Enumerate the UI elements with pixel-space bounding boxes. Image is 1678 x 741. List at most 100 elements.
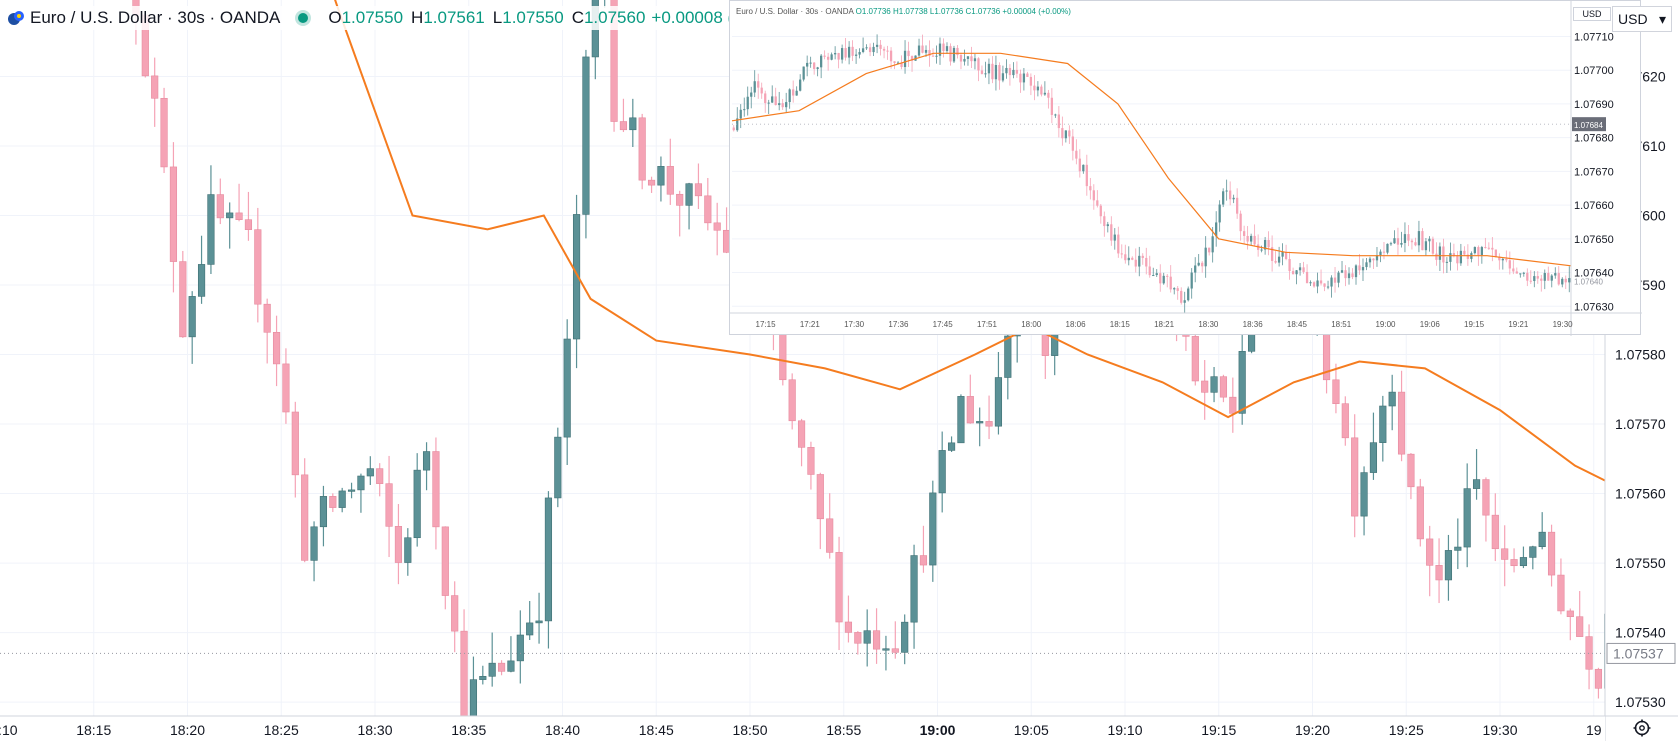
time-tick-label: 19:00 [920, 722, 956, 738]
inset-candle-body [1309, 282, 1312, 284]
inset-candle-body [1270, 247, 1274, 261]
inset-candle-body [931, 55, 935, 57]
inset-candle-body [872, 46, 875, 53]
candle-body [535, 620, 543, 624]
inset-candle-body [973, 58, 977, 62]
inset-price-tick-label: 1.07660 [1574, 200, 1614, 212]
inset-time-tick-label: 18:00 [1021, 320, 1042, 329]
inset-candle-body [799, 79, 802, 91]
candle-body [404, 537, 412, 563]
inset-candle-body [732, 127, 735, 131]
inset-candle-body [1284, 251, 1288, 260]
inset-time-tick-label: 18:36 [1243, 320, 1264, 329]
candle-body [713, 222, 721, 231]
candle-body [460, 630, 468, 723]
candle-body [788, 379, 796, 422]
candle-body [704, 195, 712, 224]
candle-body [272, 331, 281, 365]
candle-body [1426, 538, 1434, 566]
inset-candle-body [795, 90, 798, 96]
candle-body [1397, 391, 1406, 455]
candle-body [1576, 616, 1584, 637]
candle-body [807, 447, 815, 475]
inset-candle-body [1501, 258, 1504, 261]
candle-body [263, 303, 271, 333]
time-tick-label: 18:20 [170, 722, 205, 738]
candle-body [1547, 531, 1556, 576]
candle-body [638, 117, 646, 181]
inset-candle-body [1554, 273, 1557, 276]
inset-candle-body [1267, 239, 1270, 248]
inset-candle-body [1274, 260, 1277, 263]
inset-candle-body [833, 53, 837, 55]
inset-candle-body [854, 54, 858, 56]
inset-candle-body [1424, 241, 1428, 251]
inset-price-tick-label: 1.07670 [1574, 166, 1614, 178]
inset-candle-body [1543, 273, 1546, 281]
inset-candle-body [1131, 257, 1134, 260]
inset-time-tick-label: 17:36 [888, 320, 909, 329]
low-value: 1.07550 [502, 8, 564, 27]
inset-candle-body [991, 63, 994, 80]
candle-body [947, 442, 956, 451]
inset-candle-body [823, 55, 826, 57]
inset-time-tick-label: 18:51 [1331, 320, 1352, 329]
inset-candle-body [1491, 247, 1494, 250]
inset-candle-body [1351, 273, 1354, 278]
inset-current-price-tag [1572, 117, 1606, 132]
inset-candle-body [1526, 272, 1529, 281]
inset-candle-body [1026, 73, 1029, 77]
inset-time-tick-label: 17:21 [800, 320, 821, 329]
inset-candle-body [1410, 240, 1414, 243]
inset-candle-body [1054, 114, 1057, 116]
inset-candle-body [1452, 253, 1456, 256]
inset-candle-body [1036, 86, 1040, 91]
candle-body [338, 490, 346, 508]
inset-candle-body [1190, 272, 1193, 289]
symbol-title[interactable]: Euro / U.S. Dollar · 30s · OANDA [30, 8, 281, 27]
candle-body [282, 363, 290, 413]
inset-candle-body [1445, 261, 1449, 263]
candle-body [385, 483, 393, 527]
candle-body [329, 496, 337, 508]
inset-candle-body [903, 50, 907, 67]
moving-average-line [334, 0, 1632, 495]
inset-candle-body [1110, 224, 1113, 241]
inset-candle-body [1012, 69, 1015, 76]
inset-candle-body [1103, 216, 1106, 227]
inset-candle-body [1386, 243, 1389, 253]
settings-gear-icon[interactable] [1632, 718, 1652, 738]
inset-candle-body [1040, 86, 1043, 95]
inset-candle-body [778, 103, 781, 106]
inset-candle-body [980, 70, 984, 74]
time-tick-label: 18:40 [545, 722, 580, 738]
inset-candle-body [1197, 262, 1200, 266]
candle-body [554, 436, 562, 499]
currency-selector[interactable]: USD ▾ [1612, 6, 1672, 32]
inset-candle-body [1540, 278, 1543, 281]
price-tick-label: 1.07550 [1615, 555, 1666, 571]
inset-candle-body [917, 45, 921, 56]
inset-candle-body [1477, 247, 1480, 256]
inset-candle-body [1124, 254, 1127, 261]
candle-body [160, 97, 168, 168]
candle-body [1407, 453, 1415, 488]
candle-body [901, 621, 909, 653]
candle-body [441, 526, 449, 596]
candle-body [1472, 479, 1481, 489]
inset-candle-body [1162, 275, 1165, 284]
inset-candle-body [865, 47, 868, 49]
inset-candle-body [1113, 234, 1116, 241]
candle-body [938, 450, 946, 494]
currency-label: USD [1618, 11, 1648, 27]
candle-body [1454, 546, 1462, 551]
candle-body [1238, 351, 1246, 414]
inset-candle-body [1068, 130, 1071, 137]
inset-candle-body [781, 103, 784, 108]
candle-body [1219, 376, 1228, 398]
inset-candle-body [1326, 286, 1330, 288]
candle-body [1388, 391, 1396, 407]
inset-candle-body [924, 49, 928, 53]
time-tick-label: 18:55 [826, 722, 861, 738]
candle-body [835, 552, 843, 623]
